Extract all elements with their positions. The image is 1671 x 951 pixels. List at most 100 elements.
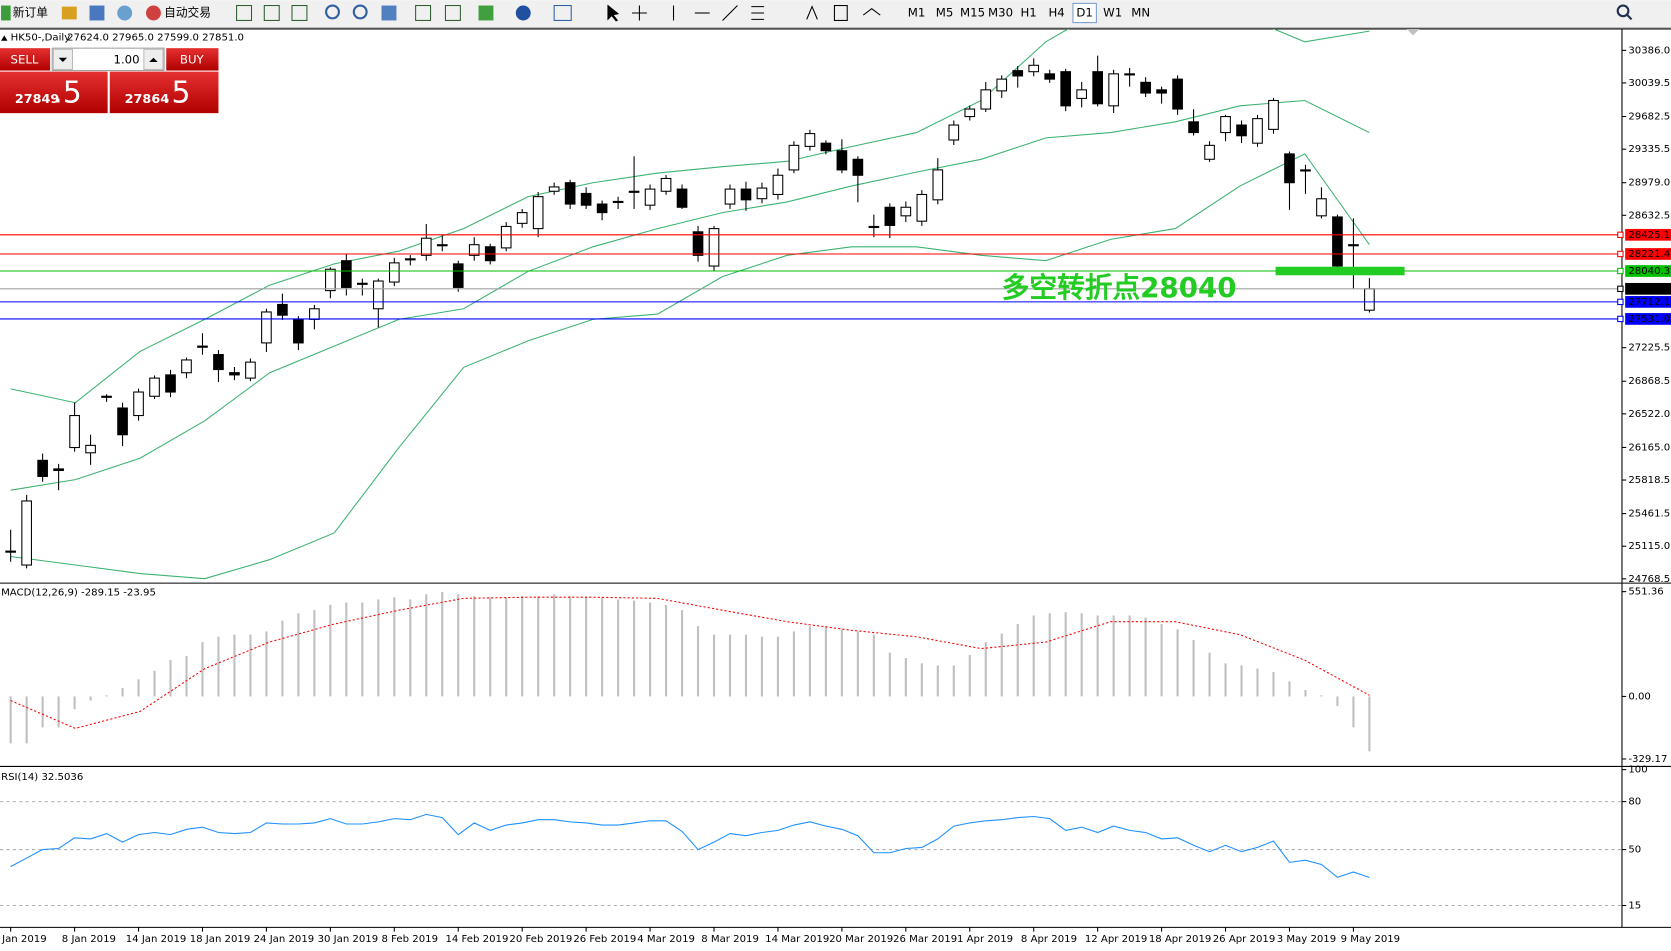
- trendline-tool[interactable]: [722, 5, 738, 21]
- candle-body: [229, 372, 240, 376]
- icon[interactable]: [381, 5, 397, 21]
- lot-size[interactable]: 1.00: [114, 52, 140, 66]
- bid-box[interactable]: [0, 71, 108, 114]
- candle-body: [1140, 81, 1151, 94]
- y-tick-label: 28632.5: [1628, 210, 1670, 221]
- icon[interactable]: [415, 4, 432, 21]
- icon[interactable]: [89, 5, 105, 21]
- candle-body: [740, 188, 752, 201]
- y-tick-label: 24768.5: [1628, 574, 1670, 585]
- toolbar-icons: [1, 4, 1633, 22]
- timeframe-button[interactable]: MN: [1131, 5, 1150, 19]
- candle-body: [1028, 64, 1040, 73]
- symbol-ohlc: 27624.0 27965.0 27599.0 27851.0: [67, 33, 244, 44]
- candle-body: [868, 225, 880, 229]
- candle-body: [181, 359, 192, 374]
- candle-body: [1156, 89, 1167, 94]
- ask-pips[interactable]: .5: [162, 75, 190, 110]
- icon[interactable]: [263, 4, 280, 21]
- candle-body: [1092, 71, 1103, 105]
- x-tick-label: 26 Apr 2019: [1213, 934, 1276, 945]
- timeframe-button[interactable]: W1: [1103, 5, 1122, 19]
- y-tick-label: 25461.5: [1628, 509, 1670, 520]
- icon[interactable]: [236, 4, 253, 21]
- candle-body: [325, 268, 336, 292]
- y-tick-label: 26522.0: [1628, 409, 1670, 420]
- price-level-label: 27851.0: [1628, 284, 1670, 295]
- icon[interactable]: [553, 4, 572, 21]
- x-tick-label: 8 Apr 2019: [1021, 934, 1077, 945]
- arrows-tool[interactable]: [862, 8, 881, 16]
- crosshair-tool[interactable]: [631, 5, 647, 21]
- indicator-title: RSI(14) 32.5036: [1, 772, 83, 783]
- y-tick-label: 25115.0: [1628, 541, 1670, 552]
- auto-trading-button[interactable]: 自动交易: [164, 5, 211, 19]
- candle-body: [117, 407, 128, 436]
- x-tick-label: 20 Mar 2019: [829, 934, 893, 945]
- candle-body: [916, 193, 928, 222]
- search-handle: [1625, 13, 1633, 21]
- candle-body: [1204, 144, 1215, 160]
- bid-price[interactable]: 27849: [15, 92, 60, 107]
- new-order-icon[interactable]: [1, 5, 11, 21]
- candle-body: [53, 468, 64, 472]
- price-level-box: [1625, 296, 1671, 308]
- icon[interactable]: [478, 5, 494, 21]
- y-tick-label: 15: [1628, 901, 1641, 912]
- icon[interactable]: [444, 4, 461, 21]
- candle-body: [357, 282, 368, 285]
- candle-body: [245, 361, 256, 379]
- timeframe-button[interactable]: M1: [908, 5, 926, 19]
- candle-body: [964, 108, 976, 118]
- ask-box[interactable]: [109, 71, 219, 114]
- sell-button[interactable]: SELL: [11, 52, 39, 66]
- candle-body: [708, 228, 720, 267]
- candle-body: [1284, 153, 1295, 184]
- lot-spinner[interactable]: [51, 47, 165, 72]
- rsi-line: [10, 813, 1370, 878]
- candle-body: [1300, 169, 1311, 172]
- sell-button-bg[interactable]: [0, 48, 51, 71]
- candle-body: [21, 500, 32, 566]
- icon[interactable]: [61, 6, 77, 20]
- x-tick-label: 18 Jan 2019: [190, 934, 251, 945]
- buy-button[interactable]: BUY: [180, 52, 205, 66]
- candle-body: [676, 188, 688, 208]
- turning-point-bar: [1275, 266, 1405, 276]
- icon[interactable]: [515, 5, 531, 21]
- bid-pips[interactable]: .5: [53, 75, 81, 110]
- search[interactable]: [1616, 4, 1630, 18]
- timeframe-button[interactable]: H1: [1020, 5, 1036, 19]
- auto-trading-icon[interactable]: [145, 5, 161, 21]
- new-order-button[interactable]: 新订单: [13, 5, 48, 19]
- zoom-in[interactable]: [325, 4, 340, 20]
- cursor-tool[interactable]: [607, 4, 620, 22]
- price-level-marker: [1617, 285, 1624, 293]
- timeframe-button[interactable]: D1: [1076, 5, 1092, 19]
- text-tool[interactable]: [806, 5, 818, 20]
- label-tool[interactable]: [833, 4, 848, 21]
- y-tick-label: 551.36: [1628, 587, 1663, 598]
- toolbar: [0, 0, 1671, 28]
- timeframe-button[interactable]: H4: [1048, 5, 1064, 19]
- x-tick-label: 14 Feb 2019: [445, 934, 508, 945]
- price-level-box: [1625, 248, 1671, 260]
- ask-price[interactable]: 27864: [125, 92, 170, 107]
- timeframe-button[interactable]: M5: [936, 5, 954, 19]
- fibo-tool[interactable]: [751, 6, 765, 20]
- y-tick-label: 26165.0: [1628, 442, 1670, 453]
- buy-button-bg[interactable]: [166, 48, 219, 71]
- x-tick-label: 30 Jan 2019: [318, 934, 379, 945]
- icon[interactable]: [117, 5, 133, 21]
- timeframe-button[interactable]: M30: [988, 5, 1013, 19]
- icon[interactable]: [291, 4, 308, 21]
- candle-body: [101, 395, 112, 398]
- candle-body: [213, 354, 224, 371]
- candle-body: [1364, 288, 1375, 311]
- zoom-out[interactable]: [352, 4, 368, 20]
- candle-body: [1220, 116, 1231, 134]
- timeframe-button[interactable]: M15: [960, 5, 985, 19]
- price-level-box: [1625, 265, 1671, 277]
- candle-body: [500, 225, 512, 249]
